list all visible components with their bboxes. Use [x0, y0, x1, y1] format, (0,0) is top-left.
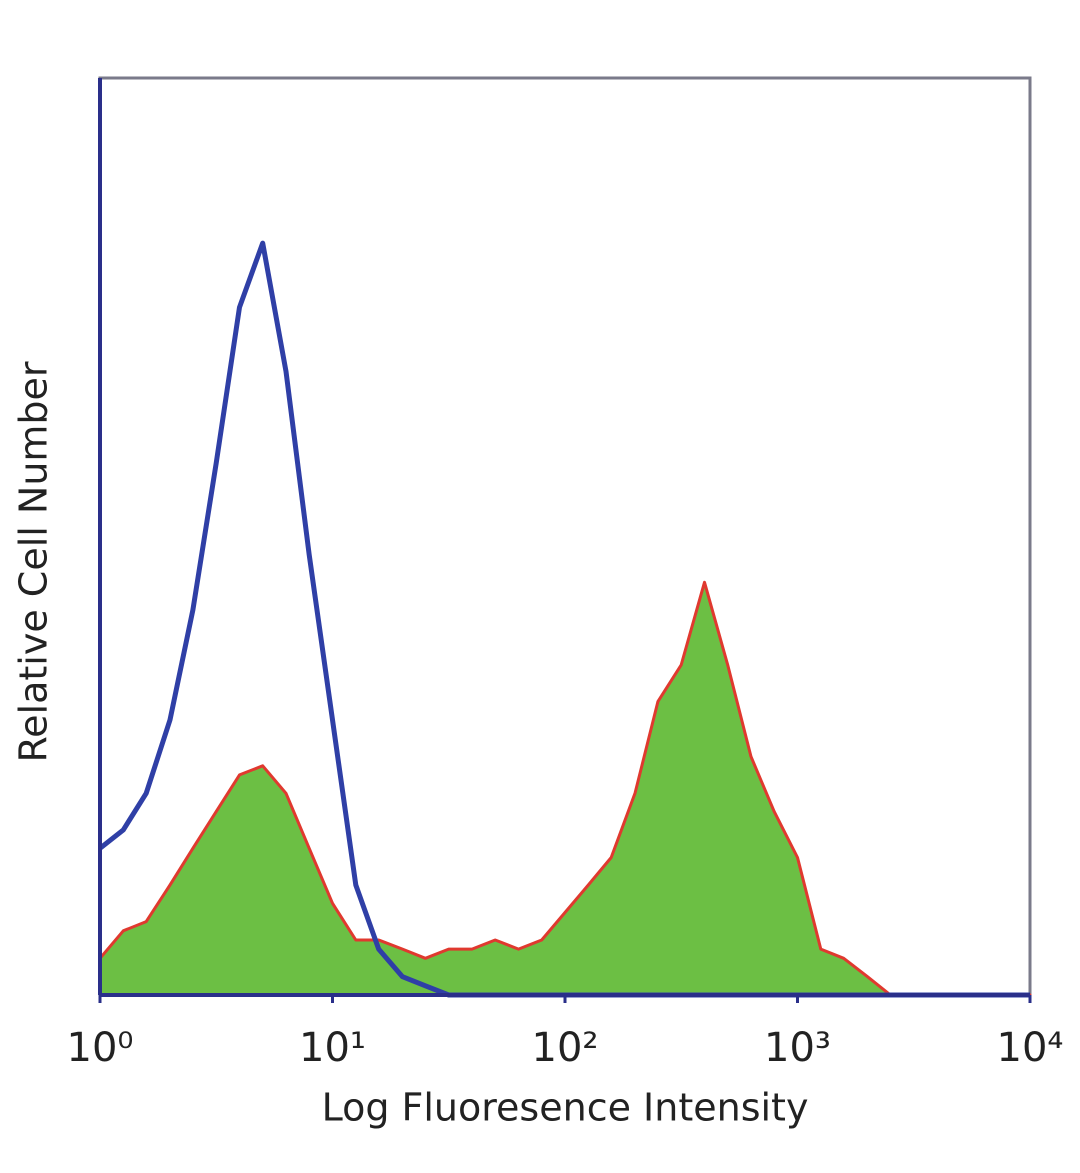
x-tick-label: 10⁴ — [997, 1025, 1064, 1071]
x-tick-label: 10¹ — [299, 1025, 366, 1071]
histogram-area — [98, 580, 1032, 997]
x-tick-label: 10⁰ — [67, 1025, 134, 1071]
y-axis-label: Relative Cell Number — [12, 361, 56, 762]
x-tick-label: 10² — [532, 1025, 599, 1071]
x-axis-label: Log Fluoresence Intensity — [322, 1086, 809, 1130]
x-tick-label: 10³ — [764, 1025, 831, 1071]
